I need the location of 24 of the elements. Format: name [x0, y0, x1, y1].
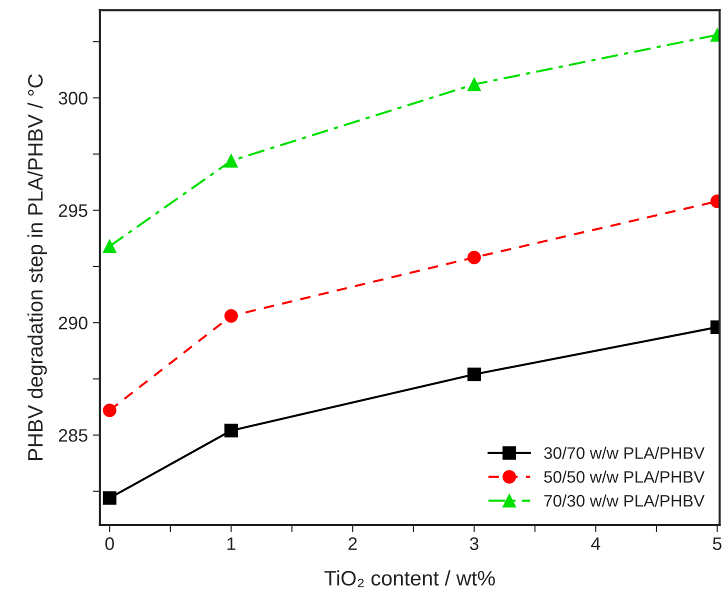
point: [467, 250, 481, 264]
x-tick-label: 3: [470, 537, 478, 550]
y-tick-label: 290: [58, 316, 88, 330]
legend-label: 30/70 w/w PLA/PHBV: [544, 446, 705, 459]
point: [102, 404, 116, 418]
point: [224, 309, 238, 323]
point: [102, 491, 116, 505]
y-tick-label: 295: [58, 204, 88, 217]
x-axis-title: TiO₂ content / wt%: [324, 570, 495, 588]
point: [467, 368, 481, 382]
point: [102, 239, 116, 254]
x-tick-label: 1: [228, 537, 236, 550]
y-tick-label: 285: [58, 429, 88, 442]
point: [467, 78, 481, 92]
x-tick-label: 5: [712, 537, 722, 550]
x-tick-label: 0: [105, 537, 114, 550]
y-tick-label: 300: [58, 92, 88, 105]
x-tick-label: 4: [591, 537, 600, 550]
point: [224, 424, 238, 438]
x-tick-label: 2: [348, 537, 357, 550]
legend-label: 70/30 w/w PLA/PHBV: [544, 494, 705, 507]
point: [224, 154, 238, 168]
legend-label: 50/50 w/w PLA/PHBV: [544, 470, 705, 483]
y-axis-title: PHBV degradation step in PLA/PHBV / °C: [27, 74, 47, 460]
